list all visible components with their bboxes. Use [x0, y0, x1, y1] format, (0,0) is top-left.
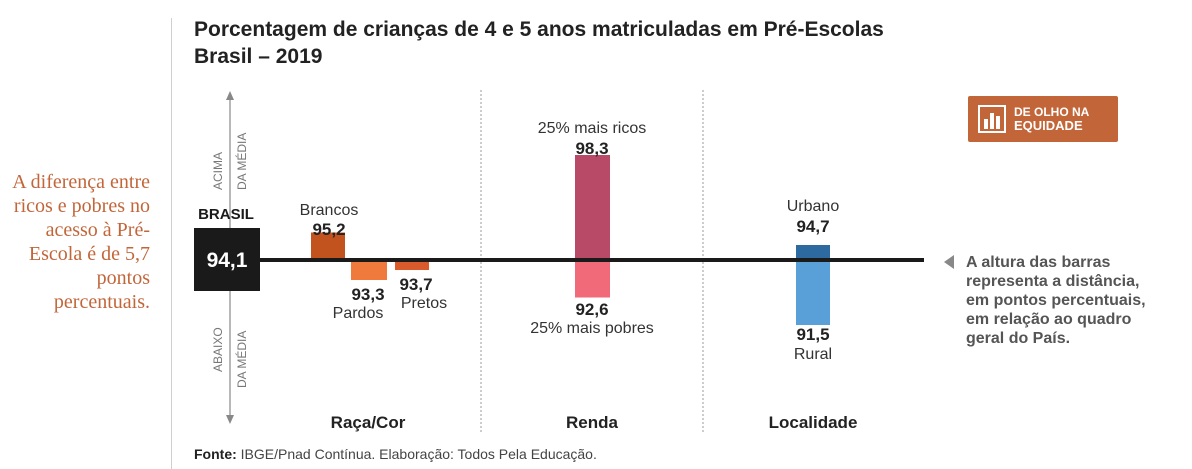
label-pretos: Pretos — [401, 295, 447, 312]
badge-text: DE OLHO NA EQUIDADE — [1014, 105, 1089, 133]
bar-urbano — [796, 245, 830, 260]
axis-arrow-down — [226, 415, 234, 424]
value-rural: 91,5 — [796, 325, 829, 344]
value-ricos: 98,3 — [575, 139, 608, 158]
bar-brancos — [311, 232, 345, 260]
label-pardos: Pardos — [333, 305, 384, 322]
brasil-label: BRASIL — [198, 206, 254, 223]
label-brancos: Brancos — [300, 202, 359, 219]
bar-pretos — [395, 260, 429, 270]
footer-text: IBGE/Pnad Contínua. Elaboração: Todos Pe… — [240, 446, 597, 462]
source-footer: Fonte: IBGE/Pnad Contínua. Elaboração: T… — [194, 446, 597, 462]
group-raca-cor: Raça/Cor — [331, 413, 406, 432]
brasil-value: 94,1 — [207, 249, 248, 272]
group-localidade: Localidade — [769, 413, 858, 432]
label-rural: Rural — [794, 346, 832, 363]
group-renda: Renda — [566, 413, 619, 432]
bar-ricos — [575, 155, 610, 260]
above-label-2: DA MÉDIA — [234, 133, 249, 190]
side-note: A diferença entre ricos e pobres no aces… — [12, 171, 150, 313]
equity-badge: DE OLHO NA EQUIDADE — [968, 96, 1118, 142]
value-pobres: 92,6 — [575, 300, 608, 319]
below-label-1: ABAIXO — [211, 327, 225, 372]
axis-arrow-up — [226, 91, 234, 100]
badge-line1: DE OLHO NA — [1014, 105, 1090, 119]
label-urbano: Urbano — [787, 198, 840, 215]
left-divider — [171, 18, 172, 469]
chart-title-line2: Brasil – 2019 — [194, 45, 323, 68]
note-arrow-icon — [944, 255, 954, 269]
value-pretos: 93,7 — [399, 275, 432, 294]
chart-title-line1: Porcentagem de crianças de 4 e 5 anos ma… — [194, 18, 884, 41]
label-pobres: 25% mais pobres — [530, 320, 654, 337]
chart-title: Porcentagem de crianças de 4 e 5 anos ma… — [194, 16, 954, 70]
value-pardos: 93,3 — [351, 285, 384, 304]
value-urbano: 94,7 — [796, 217, 829, 236]
above-label-1: ACIMA — [211, 152, 225, 190]
bar-pardos — [351, 260, 387, 280]
value-brancos: 95,2 — [312, 220, 345, 239]
bar-pobres — [575, 260, 610, 298]
below-label-2: DA MÉDIA — [234, 331, 249, 388]
explanation-note: A altura das barras representa a distânc… — [966, 254, 1146, 347]
label-ricos: 25% mais ricos — [538, 120, 646, 137]
badge-line2: EQUIDADE — [1014, 118, 1083, 133]
brasil-box — [194, 228, 260, 291]
bar-chart-icon — [978, 105, 1006, 133]
footer-label: Fonte: — [194, 446, 237, 462]
bar-rural — [796, 260, 830, 325]
